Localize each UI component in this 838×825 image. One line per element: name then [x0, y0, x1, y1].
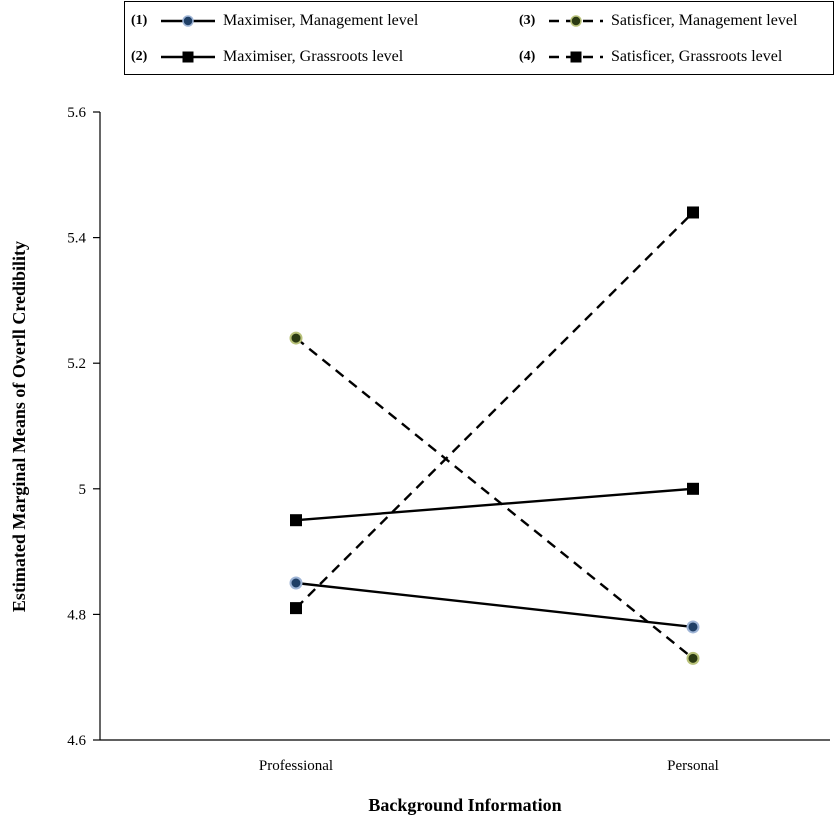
x-tick-label: Personal	[667, 758, 719, 774]
series-2-line	[295, 487, 694, 522]
series-4-line	[295, 211, 694, 609]
series-3-point	[289, 331, 303, 345]
y-tick-label: 5	[79, 482, 87, 498]
x-axis-title: Background Information	[368, 795, 562, 815]
legend-item-2: (2) Maximiser, Grassroots level	[131, 46, 403, 68]
series-4-point	[290, 602, 302, 615]
series-1-point	[289, 576, 303, 590]
y-tick-label: 4.8	[67, 607, 86, 623]
legend: (1) Maximiser, Management level (2) Maxi…	[124, 1, 834, 75]
series-2-point	[290, 514, 302, 527]
legend-sample-3	[549, 15, 603, 27]
legend-sample-1	[161, 15, 215, 27]
series-3-point	[686, 651, 700, 665]
y-tick-label: 4.6	[67, 733, 86, 749]
legend-label: Maximiser, Grassroots level	[223, 48, 404, 65]
y-axis-title-container: Estimated Marginal Means of Overll Credi…	[3, 112, 37, 740]
legend-label: Satisficer, Management level	[611, 12, 798, 29]
series-4-point	[687, 206, 699, 219]
legend-number: (1)	[131, 13, 148, 28]
y-tick-label: 5.2	[67, 356, 86, 372]
legend-number: (2)	[131, 49, 148, 64]
y-axis-title: Estimated Marginal Means of Overll Credi…	[9, 240, 30, 612]
legend-sample-2	[161, 51, 215, 63]
series-3-line	[295, 337, 694, 660]
y-tick-label: 5.6	[67, 105, 86, 121]
series-1-line	[295, 581, 694, 629]
y-tick-label: 5.4	[67, 231, 86, 247]
x-tick-label: Professional	[259, 758, 333, 774]
legend-item-3: (3) Satisficer, Management level	[519, 10, 797, 32]
series-1-point	[686, 620, 700, 634]
legend-number: (4)	[519, 49, 536, 64]
legend-label: Maximiser, Management level	[223, 12, 419, 29]
legend-item-1: (1) Maximiser, Management level	[131, 10, 418, 32]
legend-sample-4	[549, 51, 603, 63]
legend-item-4: (4) Satisficer, Grassroots level	[519, 46, 782, 68]
legend-label: Satisficer, Grassroots level	[611, 48, 783, 65]
legend-number: (3)	[519, 13, 536, 28]
series-2-point	[687, 482, 699, 495]
